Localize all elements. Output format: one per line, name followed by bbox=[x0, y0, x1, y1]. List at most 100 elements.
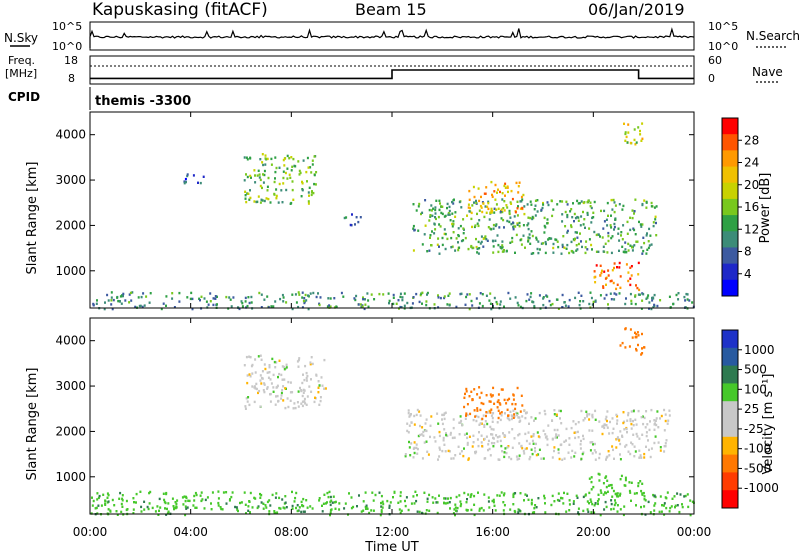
echo-cell bbox=[655, 221, 657, 225]
echo-cell bbox=[479, 292, 482, 295]
echo-cell bbox=[263, 298, 266, 301]
echo-cell bbox=[647, 500, 650, 504]
echo-cell bbox=[611, 486, 614, 490]
echo-cell bbox=[500, 217, 503, 220]
echo-cell bbox=[542, 296, 545, 299]
echo-cell bbox=[259, 184, 262, 188]
echo-cell bbox=[451, 222, 454, 226]
echo-cell bbox=[633, 492, 636, 495]
echo-cell bbox=[631, 209, 634, 212]
echo-cell bbox=[441, 205, 444, 208]
echo-cell bbox=[253, 200, 256, 203]
echo-cell bbox=[504, 186, 507, 189]
echo-cell bbox=[222, 491, 225, 494]
echo-cell bbox=[496, 436, 499, 439]
echo-cell bbox=[641, 433, 644, 436]
echo-cell bbox=[621, 434, 623, 437]
echo-cell bbox=[318, 384, 321, 387]
echo-cell bbox=[606, 410, 609, 413]
echo-cell bbox=[584, 494, 587, 497]
echo-cell bbox=[493, 190, 496, 193]
echo-cell bbox=[521, 206, 524, 210]
echo-cell bbox=[585, 410, 588, 413]
echo-cell bbox=[542, 429, 545, 432]
echo-cell bbox=[582, 495, 585, 499]
echo-cell bbox=[666, 422, 669, 425]
echo-cell bbox=[542, 297, 545, 300]
power-colorbar-label: Power [dB] bbox=[758, 173, 773, 244]
echo-cell bbox=[582, 210, 584, 214]
echo-cell bbox=[343, 507, 346, 510]
echo-cell bbox=[497, 393, 500, 396]
echo-cell bbox=[225, 502, 228, 505]
echo-cell bbox=[478, 302, 481, 305]
echo-cell bbox=[511, 240, 514, 243]
echo-cell bbox=[593, 276, 596, 279]
echo-cell bbox=[511, 415, 514, 418]
echo-cell bbox=[596, 500, 599, 503]
echo-cell bbox=[517, 434, 520, 437]
echo-cell bbox=[497, 188, 499, 191]
echo-cell bbox=[408, 446, 411, 449]
echo-cell bbox=[476, 222, 479, 225]
echo-cell bbox=[633, 212, 635, 215]
echo-cell bbox=[362, 298, 365, 301]
echo-cell bbox=[267, 306, 270, 309]
echo-cell bbox=[467, 206, 470, 209]
echo-cell bbox=[477, 187, 480, 190]
echo-cell bbox=[492, 251, 495, 254]
echo-cell bbox=[642, 422, 645, 426]
echo-cell bbox=[485, 238, 488, 241]
echo-cell bbox=[332, 495, 335, 498]
echo-cell bbox=[186, 174, 189, 178]
echo-cell bbox=[536, 247, 539, 251]
echo-cell bbox=[273, 510, 276, 513]
echo-cell bbox=[561, 293, 564, 297]
echo-cell bbox=[610, 279, 613, 282]
echo-cell bbox=[598, 452, 601, 456]
echo-cell bbox=[574, 431, 577, 434]
echo-cell bbox=[165, 295, 168, 298]
echo-cell bbox=[642, 491, 645, 495]
colorbar-tick-label: -25 bbox=[744, 422, 764, 436]
echo-cell bbox=[310, 193, 313, 197]
echo-cell bbox=[511, 197, 514, 201]
echo-cell bbox=[604, 491, 606, 494]
echo-cell bbox=[306, 156, 309, 160]
echo-cell bbox=[484, 192, 487, 195]
echo-cell bbox=[266, 157, 269, 161]
echo-cell bbox=[182, 503, 185, 506]
echo-cell bbox=[476, 393, 479, 396]
echo-cell bbox=[421, 511, 423, 515]
echo-cell bbox=[415, 292, 418, 296]
echo-cell bbox=[254, 371, 257, 374]
echo-cell bbox=[557, 448, 560, 451]
echo-cell bbox=[613, 457, 615, 460]
echo-cell bbox=[452, 223, 455, 226]
echo-cell bbox=[389, 501, 392, 504]
echo-cell bbox=[274, 403, 277, 406]
echo-cell bbox=[441, 413, 444, 417]
echo-cell bbox=[423, 441, 426, 444]
echo-cell bbox=[630, 274, 633, 277]
echo-cell bbox=[556, 240, 559, 243]
echo-cell bbox=[318, 499, 321, 502]
echo-cell bbox=[506, 408, 509, 411]
echo-cell bbox=[614, 204, 617, 207]
echo-cell bbox=[641, 122, 644, 125]
echo-cell bbox=[417, 434, 420, 438]
echo-cell bbox=[536, 199, 539, 202]
colorbar-cell bbox=[722, 263, 738, 281]
echo-cell bbox=[434, 497, 437, 500]
echo-cell bbox=[588, 491, 591, 495]
echo-cell bbox=[557, 451, 560, 455]
echo-cell bbox=[314, 396, 316, 399]
colorbar-tick-label: 4 bbox=[744, 267, 752, 281]
echo-cell bbox=[509, 410, 512, 413]
echo-cell bbox=[472, 441, 475, 444]
echo-cell bbox=[657, 426, 660, 429]
echo-cell bbox=[294, 293, 297, 296]
echo-cell bbox=[490, 395, 493, 398]
echo-cell bbox=[553, 413, 556, 416]
echo-cell bbox=[468, 293, 471, 296]
